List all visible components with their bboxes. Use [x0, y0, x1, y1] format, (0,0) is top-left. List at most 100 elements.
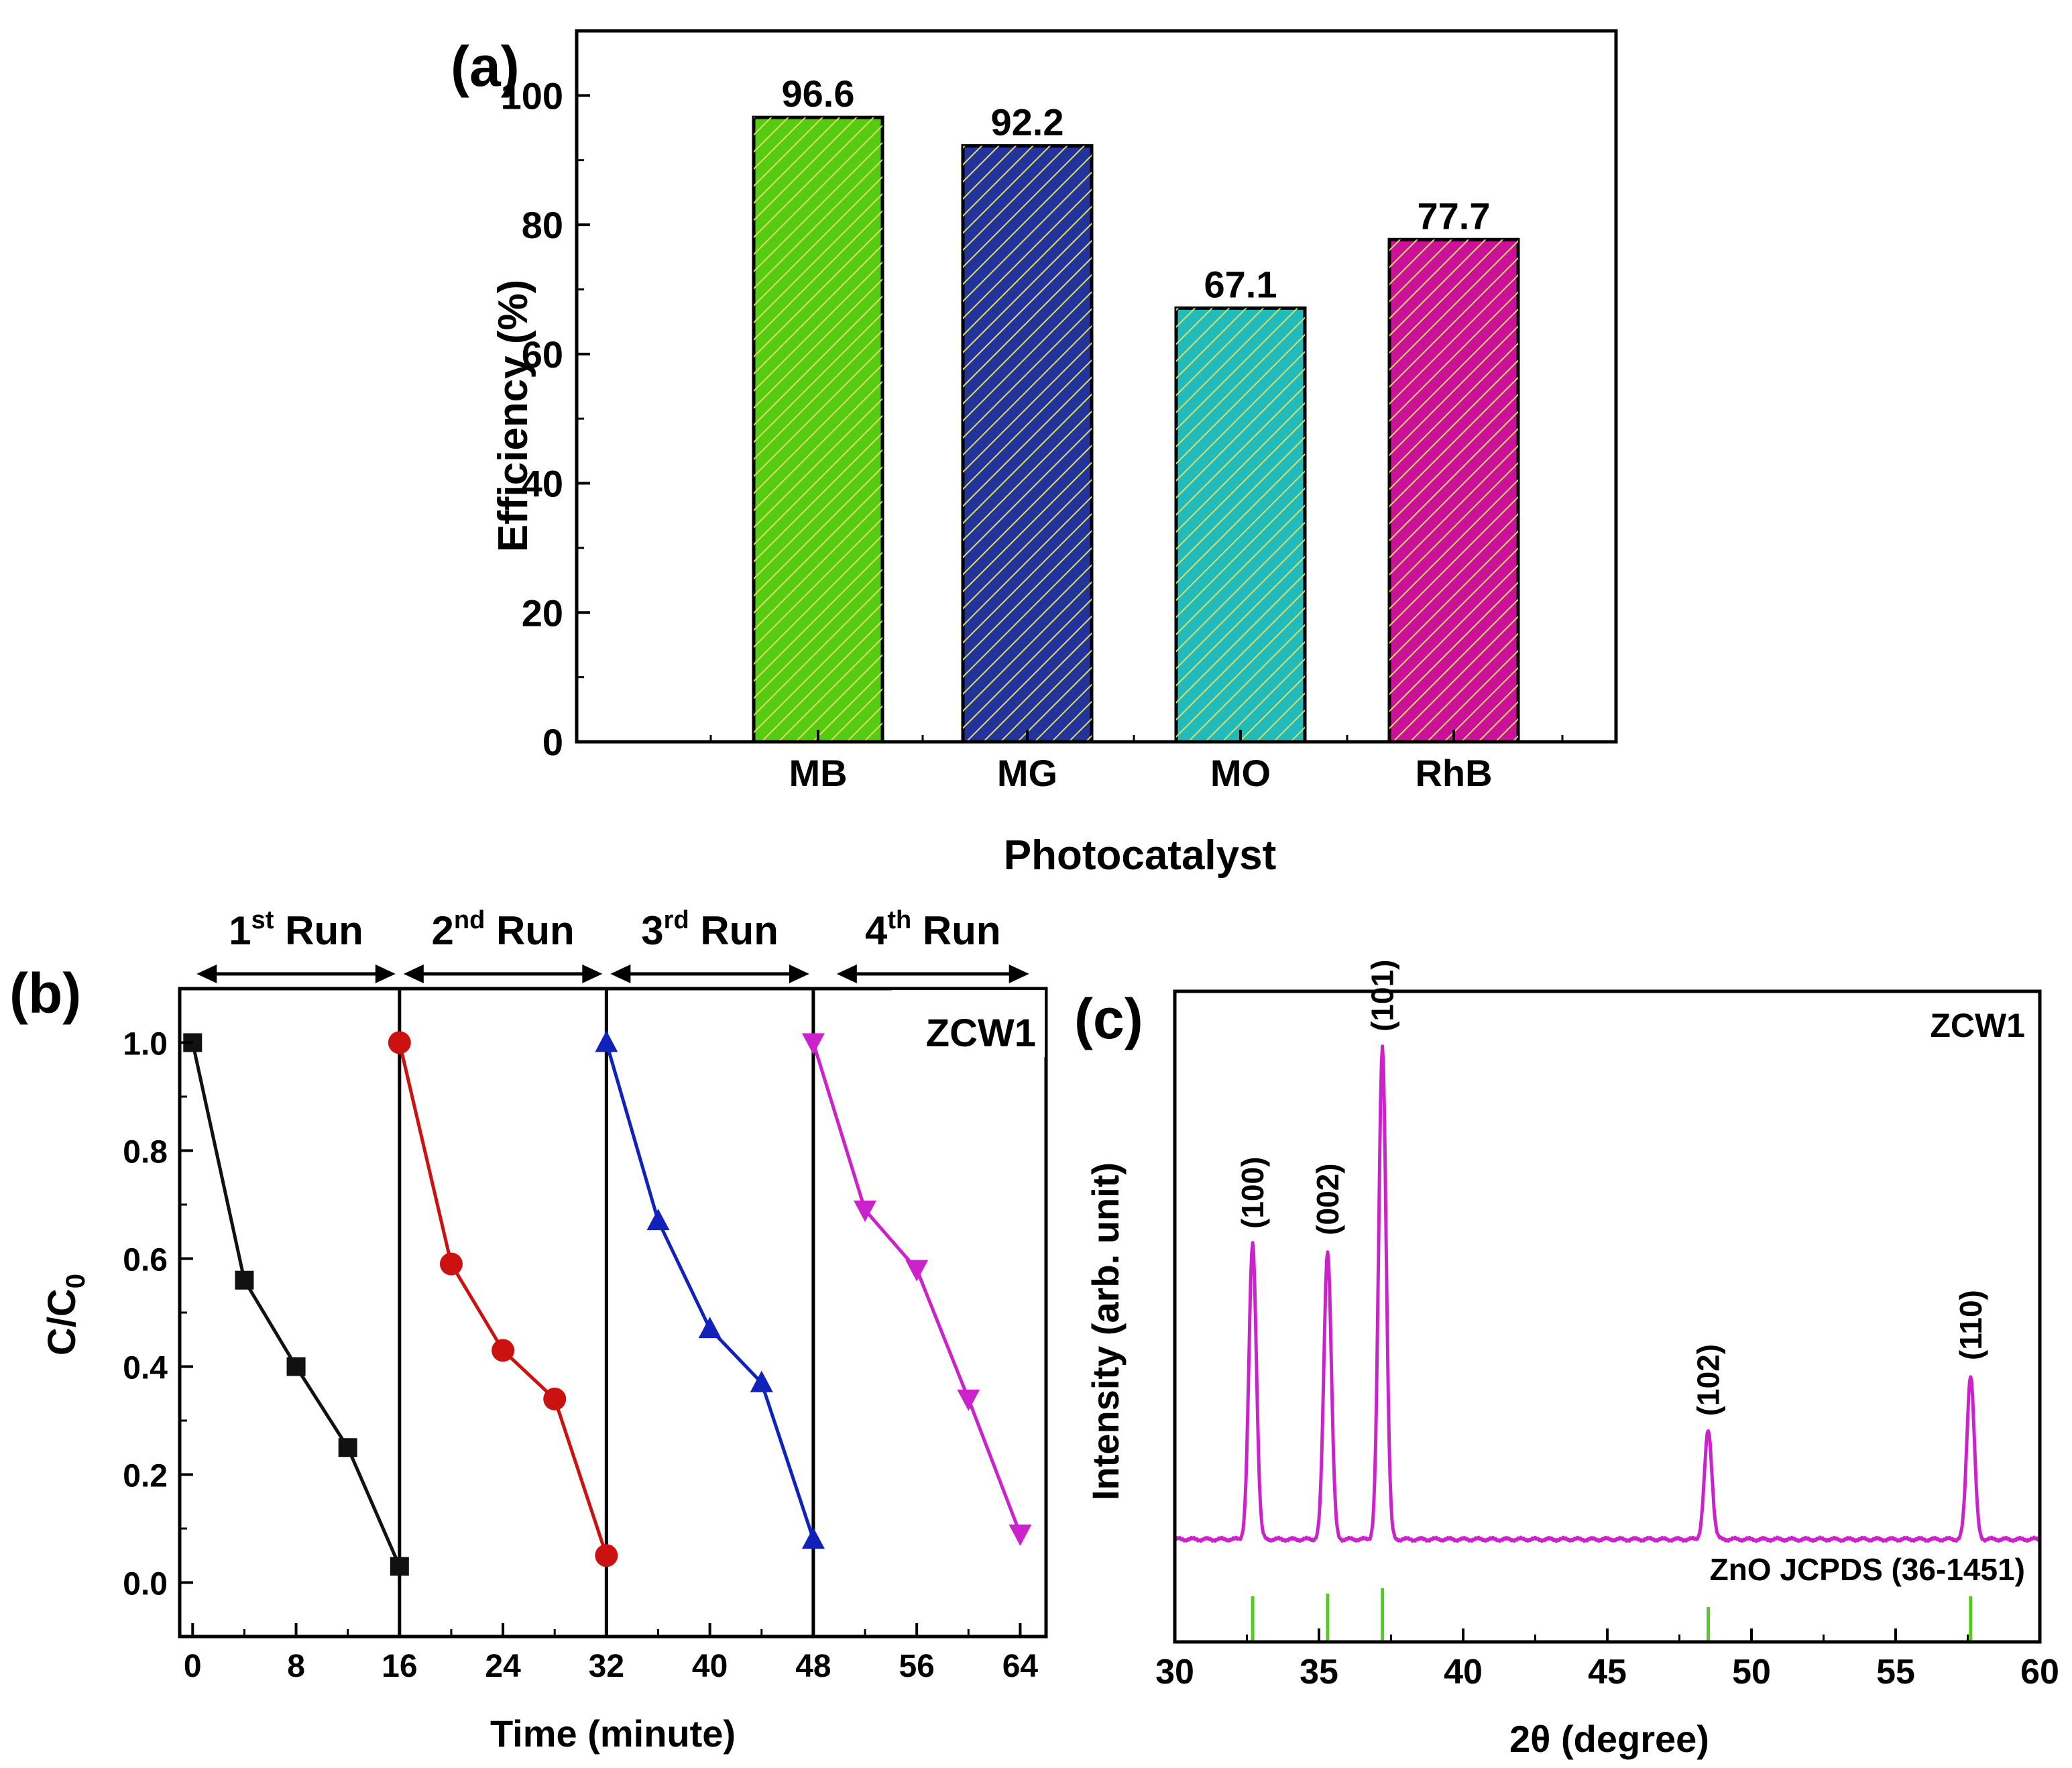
run-arrow-head-left: [403, 964, 424, 983]
series-2-line: [398, 1042, 608, 1557]
y-axis-title-subscript: 0: [61, 1274, 91, 1288]
run-label-number: 4: [865, 908, 888, 953]
x-tick-label: MG: [997, 752, 1057, 794]
run-arrow-head-left: [196, 964, 217, 983]
x-tick-label: 56: [899, 1649, 934, 1684]
series-4-point: [905, 1260, 929, 1282]
y-tick-label: 60: [522, 333, 563, 376]
y-tick-label: 100: [501, 74, 563, 117]
run-arrow-head-left: [610, 964, 631, 983]
series-1-point: [286, 1357, 306, 1376]
peak-label: (102): [1691, 1344, 1726, 1416]
x-tick-label: RhB: [1415, 752, 1492, 794]
series-1-line: [190, 1042, 402, 1567]
series-4-point: [854, 1201, 877, 1223]
y-tick-label: 40: [522, 463, 563, 505]
bar-hatch-mg: [963, 146, 1092, 742]
series-2-point: [492, 1339, 515, 1362]
reference-label: ZnO JCPDS (36-1451): [1710, 1552, 2025, 1587]
series-3-point: [595, 1030, 618, 1052]
x-tick-label: 40: [692, 1649, 728, 1684]
bar-value-labels: 96.6 92.2 67.1 77.7: [782, 72, 1491, 305]
x-tick-label: 60: [2020, 1653, 2059, 1692]
x-tick-label: 48: [795, 1649, 831, 1684]
y-tick-label: 1.0: [123, 1027, 168, 1062]
y-axis-title-main: C/C: [40, 1288, 84, 1356]
y-tick-label: 0.4: [123, 1351, 168, 1386]
run-arrow-head-right: [375, 964, 396, 983]
y-axis-ticks: 0 20 40 60 80 100: [501, 74, 590, 763]
x-tick-label: 40: [1444, 1653, 1483, 1692]
x-tick-label: 45: [1588, 1653, 1627, 1692]
y-tick-label: 80: [522, 204, 563, 246]
y-axis-title: C/C0: [40, 1274, 91, 1356]
x-tick-label: 0: [184, 1649, 202, 1684]
series-1-point: [390, 1557, 409, 1576]
x-axis-title: Time (minute): [490, 1712, 736, 1755]
run-label-word: Run: [485, 908, 574, 953]
series-3-point: [698, 1317, 722, 1339]
panel-a-bar-chart: (a) 0 20 40 60 80 100 MB MG MO RhB 96.6 92.2 67.1 7…: [451, 29, 1618, 879]
x-tick-label: 64: [1002, 1649, 1039, 1684]
run-arrow-head-right: [582, 964, 603, 983]
bar-value-label: 92.2: [991, 101, 1064, 144]
x-tick-label: 32: [589, 1649, 624, 1684]
run-arrow-head-right: [789, 964, 809, 983]
bar-hatch-rhb: [1389, 239, 1518, 742]
peak-label: (101): [1365, 960, 1400, 1032]
panel-b-label: (b): [9, 962, 81, 1025]
panel-a-label: (a): [451, 35, 520, 98]
plot-frame: [178, 987, 1048, 1639]
y-tick-label: 0.2: [123, 1459, 168, 1494]
sample-label: ZCW1: [1930, 1007, 2025, 1044]
plot-frame: [1173, 989, 2042, 1644]
series-3-line: [604, 1042, 815, 1540]
run-label-ordinal-suffix: rd: [664, 906, 689, 934]
x-axis-ticks: 0 8 16 24 32 40 48 56 64: [184, 1623, 1039, 1684]
run-label-number: 2: [432, 908, 454, 953]
series-1-point: [235, 1270, 254, 1290]
run-annotations: 1st Run 2nd Run 3rd Run 4th Run: [196, 906, 1029, 983]
series-3-point: [646, 1209, 670, 1231]
panel-c-xrd-chart: (c) (100) (002) (101) (102) (110) 30 35 40 45 50…: [1074, 960, 2059, 1760]
series-group: [183, 1030, 1032, 1576]
run-label-2: 2nd Run: [432, 906, 575, 953]
run-label-word: Run: [911, 908, 1000, 953]
run-label-number: 1: [229, 908, 251, 953]
series-4-point: [1009, 1525, 1032, 1547]
run-label-ordinal-suffix: nd: [454, 906, 485, 934]
y-axis-title: Intensity (arb. unit): [1084, 1162, 1127, 1500]
series-4-line: [811, 1042, 1022, 1535]
x-axis-ticks: 30 35 40 45 50 55 60: [1155, 1628, 2059, 1692]
plot-frame: [575, 29, 1618, 744]
y-tick-label: 0.0: [123, 1567, 168, 1602]
panel-c-label: (c): [1074, 987, 1143, 1050]
run-arrow-head-left: [836, 964, 857, 983]
panel-b-line-chart: (b) 1st Run 2nd Run 3rd Run 4th Run 0.00.20…: [9, 906, 1048, 1755]
y-axis-ticks: 0.0 0.2 0.4 0.6 0.8 1.0: [123, 1027, 193, 1602]
y-tick-label: 0.6: [123, 1243, 168, 1278]
x-axis-title: 2θ (degree): [1509, 1718, 1709, 1760]
y-axis-title: Efficiency (%): [490, 280, 536, 553]
run-label-1: 1st Run: [229, 906, 363, 953]
bar-value-label: 96.6: [782, 72, 855, 115]
series-4-point: [957, 1389, 980, 1411]
sample-label-backdrop: [892, 990, 1045, 1057]
series-3-point: [801, 1527, 825, 1549]
bar-hatch-mo: [1176, 308, 1305, 742]
peak-label: (110): [1953, 1290, 1988, 1360]
series-2-point: [388, 1031, 411, 1054]
x-axis-ticks: MB MG MO RhB: [709, 730, 1564, 794]
series-1-point: [338, 1438, 357, 1457]
x-tick-label: 24: [485, 1649, 521, 1684]
y-tick-label: 20: [522, 592, 563, 634]
y-tick-label: 0: [542, 721, 563, 763]
run-label-word: Run: [274, 908, 363, 953]
bar-value-label: 67.1: [1204, 263, 1277, 305]
peak-label: (002): [1310, 1163, 1345, 1235]
bar-hatch-mb: [754, 117, 882, 742]
x-tick-label: 30: [1155, 1653, 1194, 1692]
x-tick-label: 8: [287, 1649, 305, 1684]
series-2-point: [543, 1387, 567, 1411]
run-label-ordinal-suffix: th: [887, 906, 911, 934]
